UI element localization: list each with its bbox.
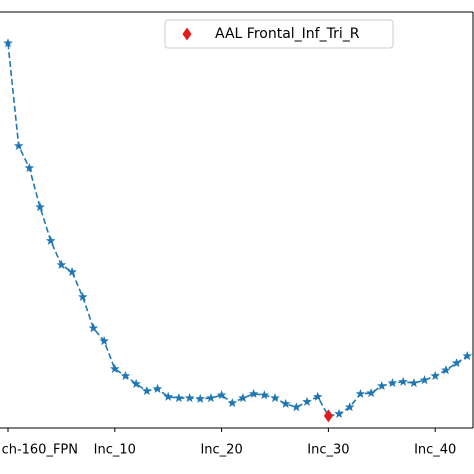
point-marker <box>13 140 24 150</box>
point-marker <box>248 388 259 398</box>
point-marker <box>291 402 302 412</box>
point-marker <box>3 38 13 48</box>
x-tick-label: Inc_40 <box>414 443 456 458</box>
point-marker <box>67 267 77 277</box>
point-marker <box>206 393 216 403</box>
point-marker <box>355 388 366 398</box>
point-marker <box>366 388 376 398</box>
point-marker <box>259 390 270 400</box>
series-line <box>7 43 473 417</box>
x-tick-label: Inc_20 <box>200 443 242 458</box>
point-marker <box>387 378 398 388</box>
point-marker <box>430 371 440 381</box>
point-marker <box>35 202 45 212</box>
point-marker <box>99 336 109 346</box>
point-marker <box>451 358 462 368</box>
legend-box <box>164 19 394 49</box>
point-marker <box>441 365 451 375</box>
point-marker <box>56 259 67 269</box>
point-marker <box>398 376 408 386</box>
legend-label: AAL Frontal_Inf_Tri_R <box>215 26 360 42</box>
point-marker <box>419 375 430 385</box>
x-tick-label: ch-160_FPN <box>2 443 78 458</box>
legend: AAL Frontal_Inf_Tri_R <box>164 19 394 49</box>
point-marker <box>377 380 387 391</box>
point-marker <box>270 393 280 403</box>
point-marker <box>142 385 152 396</box>
point-marker <box>312 391 323 401</box>
point-marker <box>88 323 99 333</box>
point-marker <box>195 393 205 403</box>
point-marker <box>152 383 163 393</box>
point-marker <box>174 393 184 403</box>
point-marker <box>238 393 248 403</box>
x-tick-label: Inc_30 <box>307 443 349 458</box>
x-tick-label: Inc_10 <box>94 443 136 458</box>
plot-area <box>3 38 473 423</box>
point-marker <box>163 391 173 401</box>
point-marker <box>462 351 472 361</box>
highlight-marker <box>323 409 333 423</box>
x-axis: ch-160_FPN Inc_10 Inc_20 Inc_30 Inc_40 <box>2 428 456 458</box>
point-marker <box>184 393 195 403</box>
point-marker <box>78 291 88 302</box>
point-marker <box>280 398 291 408</box>
point-marker <box>345 402 355 412</box>
point-marker <box>227 398 238 408</box>
point-marker <box>302 396 312 406</box>
point-marker <box>45 235 56 245</box>
legend-marker <box>182 27 192 41</box>
point-marker <box>131 378 141 388</box>
point-marker <box>120 371 131 381</box>
point-marker <box>24 163 35 173</box>
point-marker <box>334 408 344 418</box>
point-marker <box>216 390 227 400</box>
point-marker <box>110 363 120 373</box>
point-marker <box>409 378 419 388</box>
